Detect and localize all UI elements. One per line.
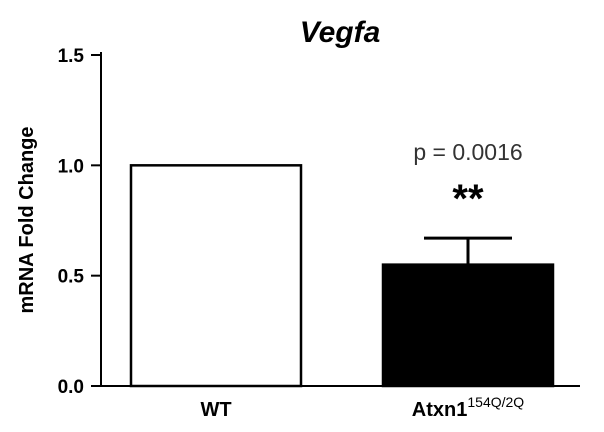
chart-title: Vegfa: [300, 16, 381, 49]
y-tick-label: 0.5: [58, 267, 85, 288]
x-category-label: WT: [200, 399, 231, 421]
y-axis-label: mRNA Fold Change: [16, 126, 38, 313]
bars-group: [129, 164, 555, 388]
y-tick-label: 1.5: [58, 46, 85, 67]
bar-wt: [129, 164, 303, 388]
x-category-name: Atxn1: [412, 399, 468, 421]
x-categories-group: WT Atxn1154Q/2Q: [200, 394, 524, 421]
bar-atxn1: [381, 263, 555, 388]
x-category-superscript: 154Q/2Q: [467, 394, 524, 410]
y-tick-label: 1.0: [58, 156, 84, 177]
y-tick-label: 0.0: [58, 377, 84, 398]
p-value-label: p = 0.0016: [413, 139, 522, 165]
annotation-group: p = 0.0016 **: [413, 139, 522, 221]
significance-stars: **: [452, 177, 484, 221]
x-category-label: Atxn1154Q/2Q: [412, 394, 525, 421]
x-category-name: WT: [200, 399, 231, 421]
y-ticks-group: 0.0 0.5 1.0 1.5: [58, 46, 101, 398]
